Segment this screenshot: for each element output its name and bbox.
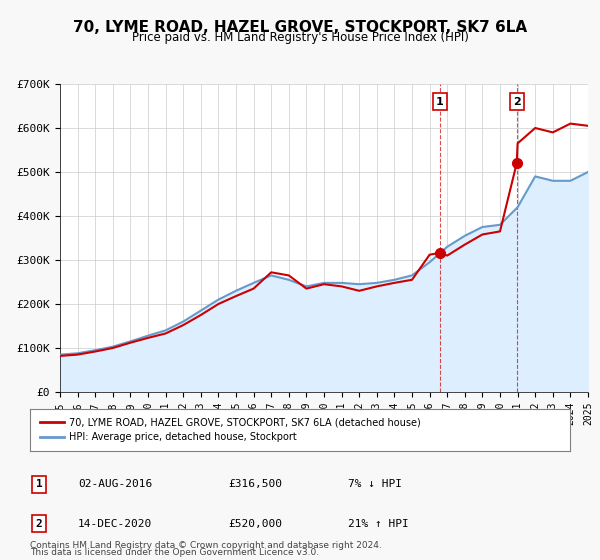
Text: £520,000: £520,000 [228, 519, 282, 529]
Text: 2: 2 [35, 519, 43, 529]
Text: 7% ↓ HPI: 7% ↓ HPI [348, 479, 402, 489]
Text: 21% ↑ HPI: 21% ↑ HPI [348, 519, 409, 529]
Text: 70, LYME ROAD, HAZEL GROVE, STOCKPORT, SK7 6LA: 70, LYME ROAD, HAZEL GROVE, STOCKPORT, S… [73, 20, 527, 35]
Text: 1: 1 [436, 96, 443, 106]
Text: 1: 1 [35, 479, 43, 489]
Text: 14-DEC-2020: 14-DEC-2020 [78, 519, 152, 529]
Text: 02-AUG-2016: 02-AUG-2016 [78, 479, 152, 489]
Text: £316,500: £316,500 [228, 479, 282, 489]
Text: 2: 2 [513, 96, 521, 106]
Text: Price paid vs. HM Land Registry's House Price Index (HPI): Price paid vs. HM Land Registry's House … [131, 31, 469, 44]
Text: Contains HM Land Registry data © Crown copyright and database right 2024.: Contains HM Land Registry data © Crown c… [30, 541, 382, 550]
Legend: 70, LYME ROAD, HAZEL GROVE, STOCKPORT, SK7 6LA (detached house), HPI: Average pr: 70, LYME ROAD, HAZEL GROVE, STOCKPORT, S… [35, 413, 425, 447]
Text: This data is licensed under the Open Government Licence v3.0.: This data is licensed under the Open Gov… [30, 548, 319, 557]
